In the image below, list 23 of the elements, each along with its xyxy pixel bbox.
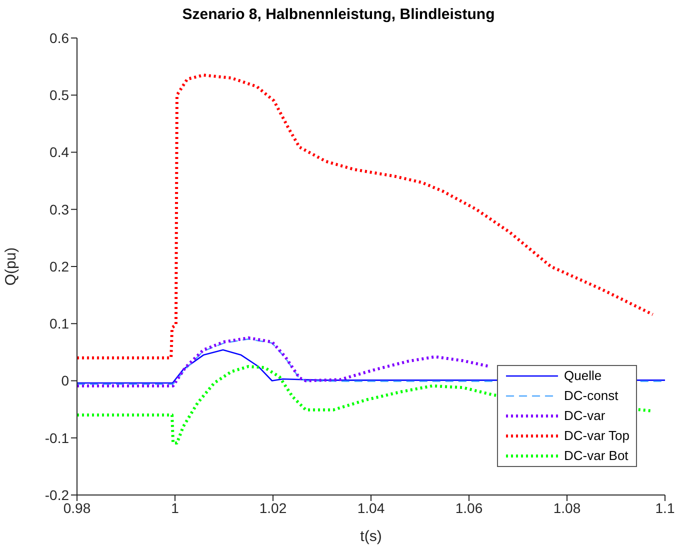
x-tick-label: 1	[171, 500, 180, 516]
x-tick-label: 1.02	[259, 500, 287, 516]
legend-label: DC-var Bot	[564, 447, 628, 465]
y-tick-label: 0.6	[50, 30, 70, 46]
legend-label: Quelle	[564, 367, 602, 385]
y-tick-label: 0.5	[50, 87, 70, 104]
x-tick-label: 1.1	[655, 500, 675, 516]
x-tick-label: 1.06	[455, 500, 483, 516]
line-series	[77, 74, 654, 360]
y-tick-label: 0.3	[50, 201, 70, 218]
y-tick-label: 0.4	[50, 144, 70, 160]
legend-label: DC-var Top	[564, 427, 630, 445]
y-tick-label: -0.1	[44, 430, 70, 446]
y-tick-label: 0	[61, 372, 70, 389]
legend-label: DC-const	[564, 387, 618, 405]
legend-label: DC-var	[564, 407, 606, 425]
y-tick-label: 0.1	[50, 316, 70, 332]
y-axis-title: Q(pu)	[2, 247, 20, 286]
x-tick-label: 1.08	[553, 500, 581, 516]
x-axis-title: t(s)	[360, 528, 382, 545]
y-tick-label: 0.2	[50, 258, 70, 274]
chart-title: Szenario 8, Halbnennleistung, Blindleistung	[181, 6, 496, 23]
x-tick-label: 1.04	[357, 500, 385, 516]
